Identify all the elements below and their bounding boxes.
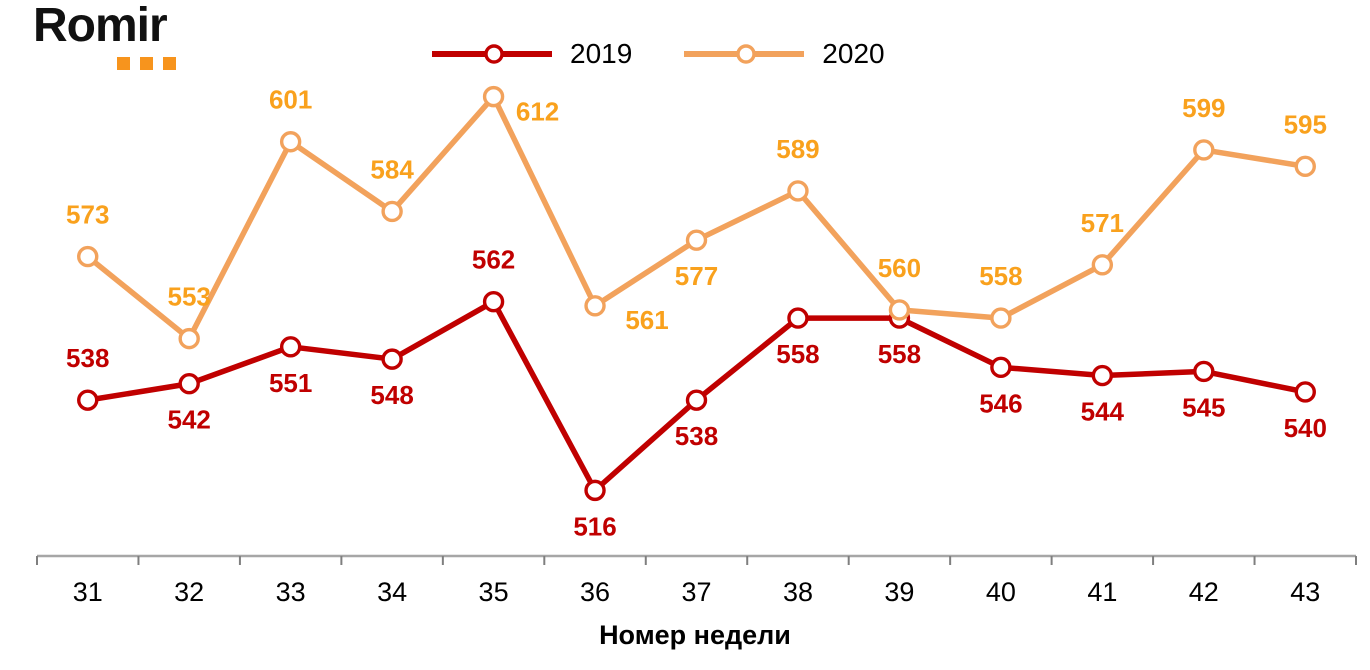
data-point-label-2019: 542 [167, 405, 210, 435]
x-tick-label: 32 [174, 577, 204, 607]
x-tick-label: 33 [276, 577, 306, 607]
data-point-marker-2019 [990, 356, 1012, 379]
data-point-label-2020: 573 [66, 200, 109, 230]
x-tick-label: 42 [1189, 577, 1219, 607]
data-point-label-2019: 551 [269, 368, 312, 398]
data-point-marker-2019 [482, 291, 505, 313]
data-point-label-2020: 584 [370, 154, 414, 184]
data-point-marker-2019 [584, 479, 606, 502]
x-tick-label: 38 [783, 577, 813, 607]
data-point-marker-2020 [279, 131, 302, 153]
data-point-label-2019: 562 [472, 245, 515, 275]
data-point-label-2020: 595 [1284, 109, 1327, 139]
data-point-label-2020: 589 [776, 134, 819, 164]
data-point-label-2020: 558 [979, 261, 1022, 291]
data-point-marker-2019 [1091, 364, 1114, 387]
data-point-label-2019: 538 [675, 421, 718, 451]
data-point-marker-2019 [685, 389, 708, 411]
data-point-label-2019: 538 [66, 343, 109, 373]
data-point-marker-2019 [381, 348, 403, 370]
data-point-marker-2020 [685, 229, 708, 251]
data-point-marker-2020 [178, 327, 200, 350]
data-point-label-2019: 548 [370, 380, 413, 410]
x-tick-label: 37 [681, 577, 711, 607]
data-point-label-2020: 560 [878, 253, 921, 283]
x-tick-label: 36 [580, 577, 610, 607]
logo-dot-icon [117, 57, 130, 70]
x-tick-label: 35 [479, 577, 509, 607]
data-point-label-2019: 546 [979, 388, 1022, 418]
logo-dot-icon [163, 57, 176, 70]
x-tick-label: 34 [377, 577, 407, 607]
data-point-marker-2020 [888, 299, 911, 321]
data-point-marker-2020 [990, 307, 1012, 329]
data-point-label-2020: 561 [625, 305, 668, 335]
data-point-label-2019: 516 [573, 511, 616, 541]
data-point-label-2019: 558 [776, 339, 819, 369]
x-tick-label: 40 [986, 577, 1016, 607]
data-point-label-2019: 558 [878, 339, 921, 369]
data-point-label-2020: 599 [1182, 93, 1225, 123]
x-tick-label: 43 [1290, 577, 1320, 607]
legend-marker-2020-icon [684, 44, 805, 64]
data-point-marker-2019 [178, 373, 200, 395]
data-point-marker-2020 [381, 200, 403, 223]
legend-label-2019: 2019 [570, 38, 633, 69]
romir-logo-text: Romir [33, 0, 168, 52]
logo-dot-icon [140, 57, 153, 70]
data-point-marker-2020 [1193, 139, 1215, 161]
romir-logo: Romir [33, 0, 176, 70]
data-point-marker-2019 [1294, 381, 1316, 403]
chart-legend: 2019 2020 [430, 38, 885, 70]
data-point-marker-2020 [482, 85, 505, 108]
data-point-marker-2020 [584, 295, 606, 317]
legend-item-2020: 2020 [682, 38, 885, 70]
data-point-label-2019: 544 [1081, 397, 1125, 427]
x-tick-label: 39 [884, 577, 914, 607]
data-point-marker-2019 [279, 336, 302, 358]
data-point-label-2020: 571 [1081, 208, 1124, 238]
data-point-marker-2020 [1091, 254, 1114, 276]
data-point-label-2020: 612 [516, 97, 559, 127]
legend-label-2020: 2020 [822, 38, 885, 69]
x-tick-label: 41 [1087, 577, 1117, 607]
x-tick-label: 31 [73, 577, 103, 607]
data-point-label-2020: 601 [269, 85, 312, 115]
data-point-marker-2019 [1193, 360, 1215, 383]
xaxis-title: Номер недели [599, 620, 791, 650]
data-point-marker-2020 [787, 180, 809, 202]
legend-marker-2019-icon [432, 44, 552, 64]
data-point-marker-2020 [77, 245, 99, 268]
romir-logo-dots [117, 57, 176, 70]
data-point-label-2020: 553 [167, 282, 210, 312]
data-point-label-2019: 545 [1182, 392, 1225, 422]
data-point-label-2019: 540 [1284, 413, 1327, 443]
data-point-label-2020: 577 [675, 261, 718, 291]
data-point-marker-2019 [787, 307, 809, 329]
data-point-marker-2020 [1294, 155, 1316, 178]
legend-item-2019: 2019 [430, 38, 632, 70]
data-point-marker-2019 [77, 389, 99, 411]
